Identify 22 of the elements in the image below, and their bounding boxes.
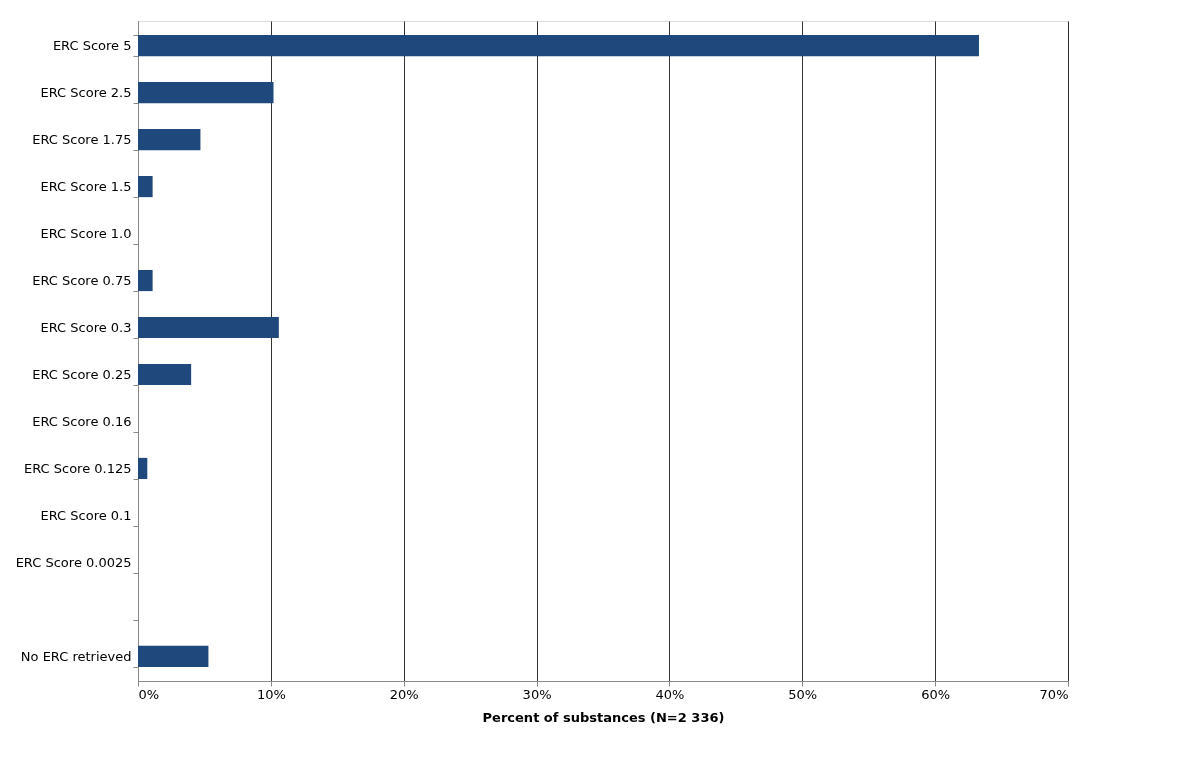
y-tick-label: ERC Score 0.125 [23,460,132,476]
x-tick-label: 30% [522,686,552,702]
y-tick-label: ERC Score 0.16 [32,413,132,429]
x-tick-label: 10% [256,686,286,702]
y-tick-label: ERC Score 1.75 [32,132,132,148]
x-tick-label: 50% [788,686,818,702]
y-tick-label: ERC Score 0.0025 [15,554,132,570]
y-tick-label: No ERC retrieved [20,648,132,664]
y-tick-label: ERC Score 0.1 [40,507,132,523]
y-tick-label: ERC Score 0.25 [32,366,132,382]
x-tick-label: 20% [389,686,419,702]
y-tick-label: ERC Score 0.3 [40,320,132,336]
x-tick-label: 70% [1039,686,1069,702]
y-tick-label: ERC Score 5 [52,38,132,54]
y-tick-label: ERC Score 1.5 [40,179,132,195]
x-axis-title: Percent of substances (N=2 336) [482,709,725,725]
x-tick-label: 60% [921,686,951,702]
x-tick-label: 0% [138,686,160,702]
x-tick-label: 40% [655,686,685,702]
y-tick-label: ERC Score 2.5 [40,85,132,101]
y-tick-label: ERC Score 0.75 [32,273,132,289]
y-tick-label: ERC Score 1.0 [40,226,132,242]
